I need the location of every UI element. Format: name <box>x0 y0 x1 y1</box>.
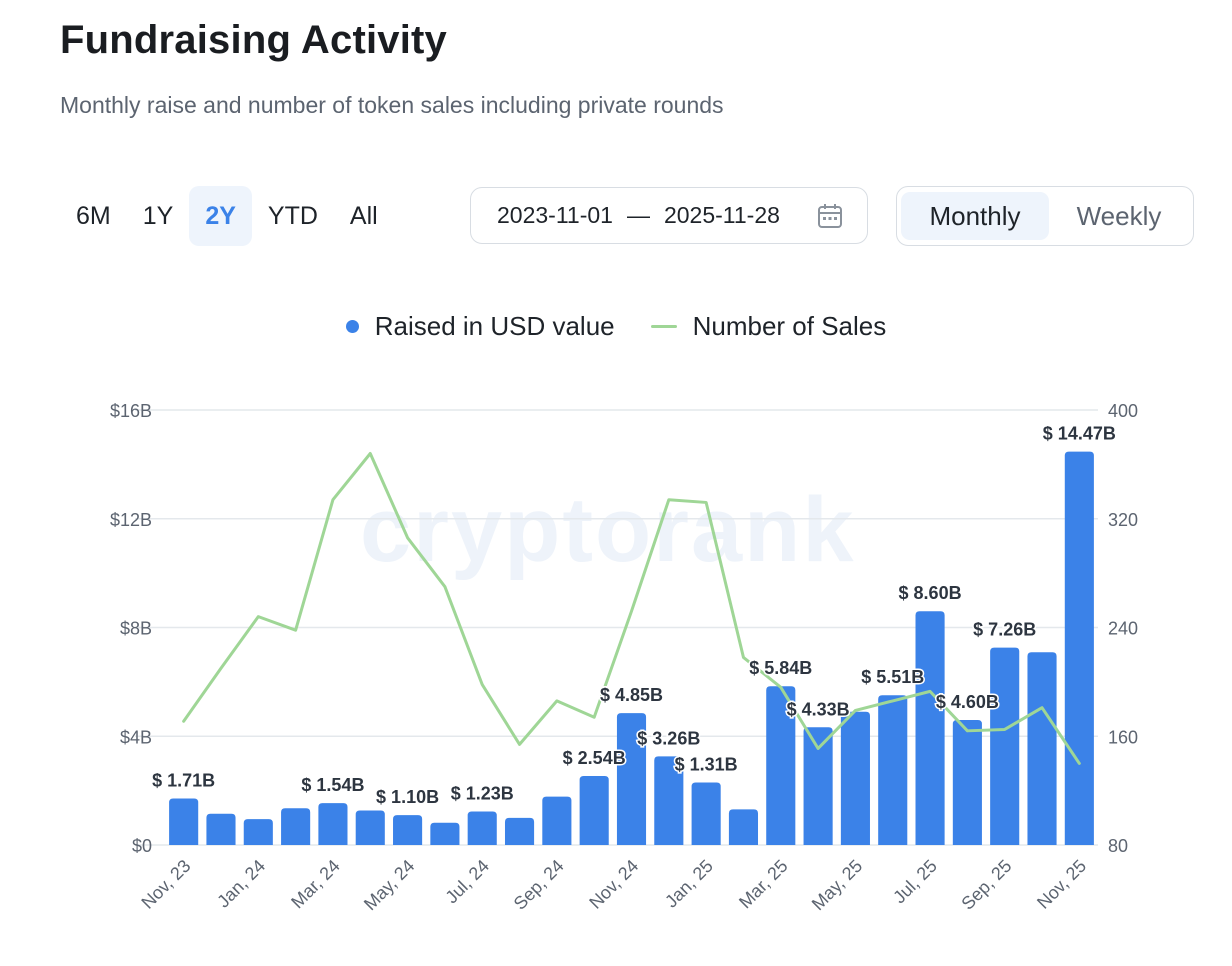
legend-dot-icon <box>345 319 359 333</box>
bar <box>542 796 572 845</box>
sales-line <box>182 452 1081 765</box>
bar <box>1064 451 1094 845</box>
range-tab-all[interactable]: All <box>349 201 378 230</box>
y-right-tick-label: 240 <box>1108 619 1138 639</box>
period-weekly-button[interactable]: Weekly <box>1076 200 1162 231</box>
bar-data-label: $ 4.33B <box>787 699 850 719</box>
x-tick-label: Nov, 23 <box>137 856 194 913</box>
bar <box>504 817 535 845</box>
range-tabs: 6M 1Y 2Y YTD All <box>60 186 394 246</box>
bar <box>281 808 311 845</box>
bar <box>691 782 721 845</box>
range-tab-6m[interactable]: 6M <box>76 201 111 230</box>
date-range-picker[interactable]: 2023-11-01 — 2025-11-28 <box>470 187 868 244</box>
y-right-tick-label: 80 <box>1108 836 1128 856</box>
bar <box>393 815 423 845</box>
bar <box>1027 652 1057 845</box>
bar-data-label: $ 1.31B <box>675 754 738 774</box>
bar-data-label: $ 4.60B <box>936 692 999 712</box>
x-tick-label: Mar, 24 <box>287 856 344 913</box>
bar <box>728 809 759 845</box>
bar <box>318 803 348 845</box>
bar <box>169 798 199 845</box>
date-range-separator: — <box>626 202 650 228</box>
y-left-tick-label: $8B <box>120 619 152 639</box>
bar <box>990 647 1020 845</box>
x-tick-label: Nov, 25 <box>1033 856 1090 913</box>
page-title: Fundraising Activity <box>60 18 448 62</box>
bar <box>766 686 796 845</box>
bar <box>206 813 236 845</box>
bar <box>840 711 870 845</box>
legend-label-raised: Raised in USD value <box>374 310 615 341</box>
bar-data-label: $ 5.84B <box>749 658 812 678</box>
bar <box>243 819 273 845</box>
x-tick-label: Jan, 25 <box>661 856 717 912</box>
bar-data-label: $ 3.26B <box>637 728 700 748</box>
bar-data-label: $ 7.26B <box>973 620 1036 640</box>
calendar-icon[interactable] <box>817 203 843 229</box>
legend-item-raised[interactable]: Raised in USD value <box>345 310 615 342</box>
bar-data-label: $ 1.71B <box>152 771 215 791</box>
bar <box>467 811 497 845</box>
x-tick-label: May, 25 <box>808 856 866 914</box>
x-tick-label: Jul, 24 <box>441 856 493 908</box>
bar <box>803 727 833 845</box>
bar-data-label: $ 1.54B <box>301 775 364 795</box>
bar <box>355 810 385 845</box>
y-right-tick-label: 160 <box>1108 727 1138 747</box>
bar-data-label: $ 5.51B <box>861 667 924 687</box>
y-right-tick-label: 320 <box>1108 510 1138 530</box>
page-subtitle: Monthly raise and number of token sales … <box>60 92 724 118</box>
legend-line-icon <box>650 324 677 328</box>
bar <box>579 775 609 845</box>
x-tick-label: May, 24 <box>360 856 418 914</box>
y-left-tick-label: $0 <box>132 836 152 856</box>
fundraising-chart: $0 $4B $8B $12B $16B 80 160 240 320 400 $ 1.71B $ 1… <box>110 401 1138 914</box>
bar <box>952 719 982 845</box>
legend-item-sales[interactable]: Number of Sales <box>650 310 887 342</box>
bar <box>430 822 460 845</box>
range-tab-2y[interactable]: 2Y <box>189 186 252 246</box>
period-monthly-button[interactable]: Monthly <box>901 192 1049 240</box>
x-tick-label: Jan, 24 <box>213 856 269 912</box>
range-tab-ytd[interactable]: YTD <box>267 201 318 230</box>
bar <box>616 713 647 845</box>
x-tick-label: Jul, 25 <box>889 856 941 908</box>
y-right-tick-label: 400 <box>1108 401 1138 421</box>
bar <box>654 756 684 845</box>
bar-data-label: $ 1.10B <box>376 787 439 807</box>
chart-legend: Raised in USD value Number of Sales <box>0 306 1232 346</box>
y-left-tick-label: $4B <box>120 727 152 747</box>
bar-data-label: $ 2.54B <box>563 748 626 768</box>
bar-data-label: $ 8.60B <box>899 583 962 603</box>
bar-data-label: $ 1.23B <box>451 784 514 804</box>
period-toggle: Monthly Weekly <box>896 186 1194 246</box>
legend-label-sales: Number of Sales <box>692 310 887 341</box>
x-tick-label: Sep, 24 <box>510 856 568 914</box>
bar <box>878 695 908 845</box>
bar-data-label: $ 14.47B <box>1043 424 1116 444</box>
bar <box>915 611 945 845</box>
date-range-start: 2023-11-01 <box>497 202 613 228</box>
x-tick-label: Mar, 25 <box>735 856 792 913</box>
range-tab-1y[interactable]: 1Y <box>142 201 174 230</box>
x-tick-label: Sep, 25 <box>958 856 1016 914</box>
x-tick-label: Nov, 24 <box>585 856 642 913</box>
y-left-tick-label: $12B <box>110 510 152 530</box>
date-range-end: 2025-11-28 <box>663 202 780 228</box>
y-left-tick-label: $16B <box>110 401 152 421</box>
bar-data-label: $ 4.85B <box>600 685 663 705</box>
